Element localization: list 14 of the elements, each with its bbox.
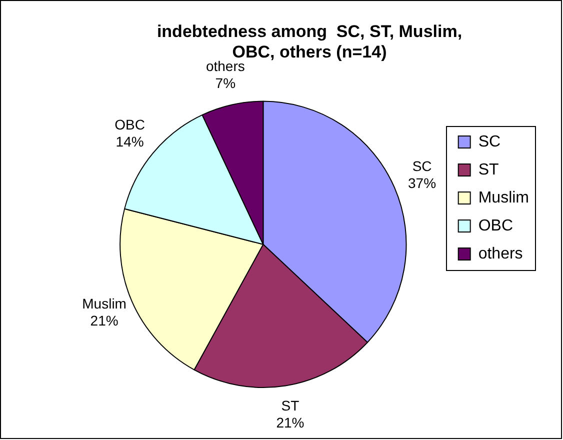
data-label: 21% [90, 312, 118, 329]
slice-label: OBC [114, 116, 145, 132]
legend-label: ST [478, 161, 500, 178]
slice-label: SC [412, 158, 432, 174]
legend-label: others [478, 245, 523, 262]
data-label: 7% [215, 74, 236, 91]
legend-label: OBC [478, 217, 514, 234]
data-label: 21% [276, 414, 304, 431]
legend-label: Muslim [478, 189, 530, 206]
data-label: 14% [116, 133, 144, 150]
slice-label: ST [281, 398, 300, 414]
legend-label: SC [478, 133, 501, 150]
data-label: 37% [408, 175, 436, 192]
slice-label: Muslim [82, 296, 126, 312]
